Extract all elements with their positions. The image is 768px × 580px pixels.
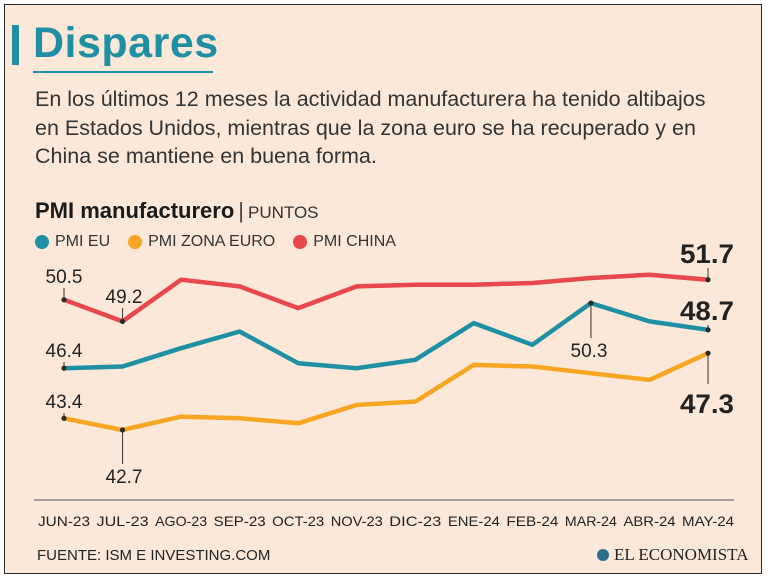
- series-line-china: [61, 272, 711, 324]
- page-title: Dispares: [33, 19, 219, 67]
- data-label-eu-jun: 46.4: [46, 341, 83, 362]
- title-underline: [33, 71, 213, 73]
- x-tick-label: FEB-24: [506, 513, 558, 529]
- data-label-china-jun: 50.5: [46, 267, 83, 288]
- marker-china-may: [705, 277, 711, 283]
- chart-unit: PUNTOS: [247, 203, 319, 222]
- x-tick-label: ABR-24: [624, 513, 676, 529]
- legend-dot-eu: [35, 235, 49, 249]
- legend-label-china: PMI CHINA: [313, 233, 396, 250]
- data-label-china-jul: 49.2: [106, 287, 143, 308]
- source-note: FUENTE: ISM E INVESTING.COM: [37, 547, 271, 564]
- marker-eu-jun: [61, 365, 67, 371]
- data-label-euro-jun: 43.4: [46, 392, 83, 413]
- brand-logo: EL ECONOMISTA: [597, 545, 748, 565]
- legend-dot-china: [293, 235, 308, 249]
- data-label-eu-mar: 50.3: [571, 341, 608, 362]
- x-tick-label: OCT-23: [272, 513, 324, 529]
- marker-eu-may: [705, 327, 711, 333]
- marker-china-jul: [119, 318, 126, 325]
- legend-item-zona-euro: PMI ZONA EURO: [128, 233, 275, 251]
- title-accent-bar: [12, 25, 19, 65]
- x-tick-label: ENE-24: [448, 513, 500, 529]
- chart-title: PMI manufacturero | PUNTOS: [35, 198, 319, 224]
- x-tick-label: MAR-24: [565, 513, 617, 529]
- legend-label-zona-euro: PMI ZONA EURO: [148, 233, 276, 250]
- legend-item-china: PMI CHINA: [293, 233, 396, 251]
- marker-euro-jun: [61, 415, 67, 421]
- x-tick-label: MAY-24: [682, 513, 734, 529]
- legend-label-eu: PMI EU: [55, 233, 111, 250]
- x-tick-label: JUL-23: [97, 513, 149, 529]
- marker-eu-mar: [588, 300, 594, 306]
- series-line-eu: [61, 300, 711, 371]
- legend: PMI EU PMI ZONA EURO PMI CHINA: [35, 233, 396, 251]
- brand-icon: [597, 549, 609, 561]
- data-label-euro-jul: 42.7: [106, 467, 143, 488]
- chart-title-main: PMI manufacturero: [35, 198, 235, 223]
- x-tick-label: NOV-23: [331, 513, 383, 529]
- series-line-zona-euro: [61, 350, 711, 433]
- title-separator: |: [238, 198, 244, 223]
- legend-item-eu: PMI EU: [35, 233, 110, 251]
- x-tick-label: SEP-23: [214, 513, 266, 529]
- subtitle: En los últimos 12 meses la actividad man…: [35, 87, 706, 168]
- legend-dot-zona-euro: [128, 235, 143, 249]
- data-label-china-may: 51.7: [680, 239, 734, 269]
- x-tick-label: JUN-23: [38, 513, 90, 529]
- marker-euro-may: [705, 350, 711, 356]
- marker-euro-jul: [119, 427, 126, 433]
- data-label-euro-may: 47.3: [680, 389, 734, 419]
- brand-name: EL ECONOMISTA: [614, 545, 749, 564]
- x-tick-label: AGO-23: [155, 513, 207, 529]
- marker-china-jun: [61, 297, 67, 303]
- x-tick-label: DIC-23: [389, 513, 441, 529]
- infographic-card: Dispares En los últimos 12 meses la acti…: [4, 4, 762, 574]
- data-label-eu-may: 48.7: [680, 296, 734, 326]
